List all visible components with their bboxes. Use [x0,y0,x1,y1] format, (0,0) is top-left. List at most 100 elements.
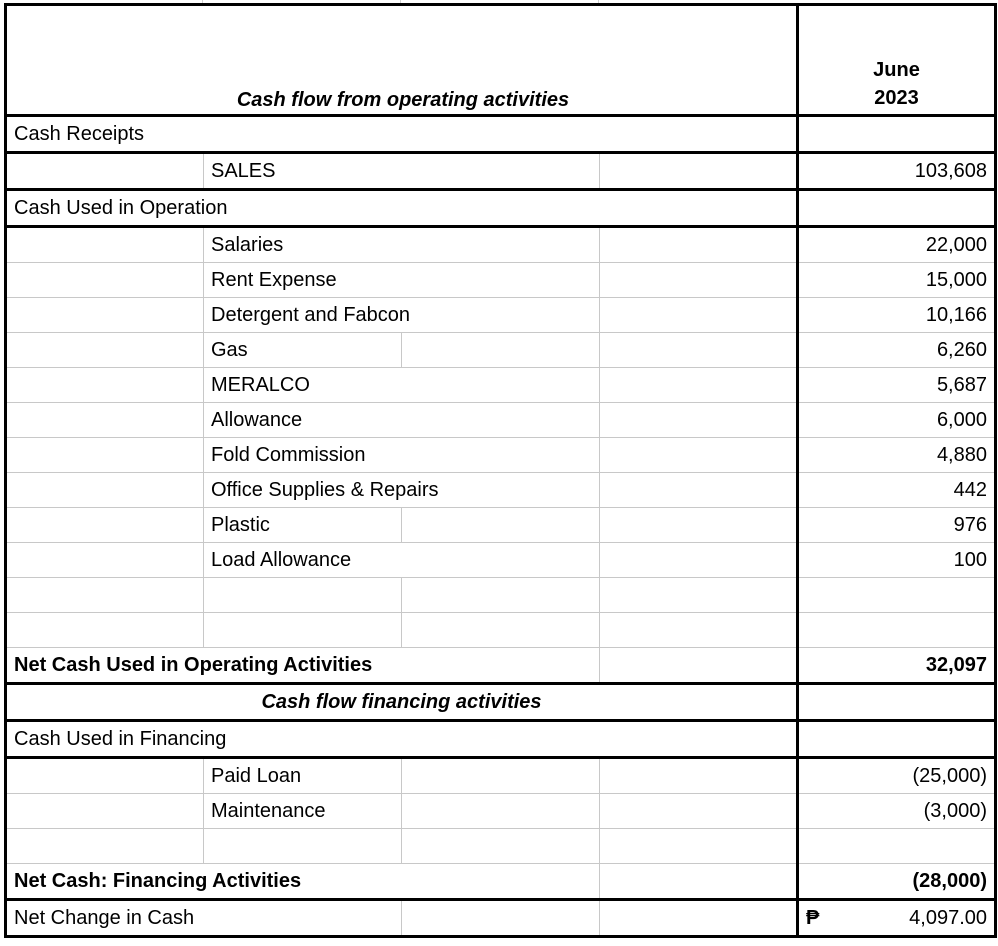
item-row: MERALCO 5,687 [4,367,997,403]
item-row: Detergent and Fabcon 10,166 [4,297,997,333]
empty-cell[interactable] [401,828,600,864]
empty-cell[interactable] [599,262,798,298]
empty-cell[interactable] [4,367,204,403]
empty-cell[interactable] [4,262,204,298]
empty-cell[interactable] [599,152,798,191]
item-row: Plastic 976 [4,507,997,543]
empty-cell[interactable] [401,612,600,648]
amount-cell[interactable] [796,189,997,228]
amount-cell[interactable] [796,115,997,154]
empty-cell[interactable] [599,367,798,403]
empty-cell[interactable] [599,577,798,613]
amount-cell[interactable]: 976 [796,507,997,543]
empty-cell[interactable] [4,402,204,438]
empty-cell[interactable] [599,437,798,473]
item-label[interactable]: Plastic [203,507,402,543]
empty-cell[interactable] [4,472,204,508]
total-label[interactable]: Net Change in Cash [4,899,402,938]
item-label[interactable]: Office Supplies & Repairs [203,472,600,508]
amount-cell[interactable]: 100 [796,542,997,578]
amount-cell[interactable]: 442 [796,472,997,508]
empty-cell[interactable] [401,793,600,829]
item-label[interactable]: Load Allowance [203,542,600,578]
empty-cell[interactable] [4,152,204,191]
amount-cell[interactable]: (28,000) [796,863,997,901]
amount-value: 976 [953,513,987,536]
amount-value: (3,000) [923,799,987,822]
empty-cell[interactable] [4,577,204,613]
empty-cell[interactable] [4,507,204,543]
empty-cell[interactable] [4,297,204,333]
empty-cell[interactable] [4,757,204,794]
amount-cell[interactable]: 5,687 [796,367,997,403]
empty-cell[interactable] [401,757,600,794]
empty-cell[interactable] [599,297,798,333]
amount-cell[interactable] [796,577,997,613]
empty-cell[interactable] [599,472,798,508]
amount-value: 6,000 [936,408,987,431]
amount-cell[interactable] [796,720,997,759]
section-title[interactable]: Cash flow financing activities [4,683,798,722]
empty-cell[interactable] [599,863,798,901]
header-row: Cash flow from operating activities June… [4,3,997,117]
row-label[interactable]: Cash Used in Financing [4,720,798,759]
item-label[interactable]: Paid Loan [203,757,402,794]
item-label[interactable]: Rent Expense [203,262,600,298]
empty-cell[interactable] [4,612,204,648]
empty-cell[interactable] [4,226,204,263]
empty-cell[interactable] [401,577,600,613]
row-label[interactable]: Cash Used in Operation [4,189,798,228]
item-row: Gas 6,260 [4,332,997,368]
item-label[interactable] [203,828,402,864]
item-label[interactable]: Fold Commission [203,437,600,473]
amount-cell[interactable]: 4,880 [796,437,997,473]
empty-cell[interactable] [599,332,798,368]
amount-cell[interactable]: 103,608 [796,152,997,191]
row-label[interactable]: Cash Receipts [4,115,798,154]
period-header[interactable]: June 2023 [796,3,997,117]
empty-cell[interactable] [4,542,204,578]
item-label[interactable]: Allowance [203,402,600,438]
item-label[interactable]: SALES [203,152,600,191]
amount-cell[interactable]: 6,000 [796,402,997,438]
amount-cell[interactable] [796,683,997,722]
amount-cell[interactable]: ₱ 4,097.00 [796,899,997,938]
amount-cell[interactable]: 32,097 [796,647,997,685]
empty-cell[interactable] [599,899,798,938]
empty-cell[interactable] [599,612,798,648]
empty-cell[interactable] [599,647,798,685]
empty-cell[interactable] [599,542,798,578]
amount-cell[interactable]: 6,260 [796,332,997,368]
total-label[interactable]: Net Cash Used in Operating Activities [4,647,600,685]
amount-cell[interactable]: 10,166 [796,297,997,333]
item-label[interactable]: Detergent and Fabcon [203,297,600,333]
empty-cell[interactable] [599,757,798,794]
amount-cell[interactable]: (3,000) [796,793,997,829]
section-title[interactable]: Cash flow from operating activities [4,3,798,117]
item-label[interactable]: Maintenance [203,793,402,829]
empty-cell[interactable] [599,793,798,829]
total-label[interactable]: Net Cash: Financing Activities [4,863,600,901]
empty-cell[interactable] [599,402,798,438]
empty-cell[interactable] [599,507,798,543]
item-label[interactable] [203,612,402,648]
empty-cell[interactable] [4,828,204,864]
amount-value: 10,166 [925,303,987,326]
amount-cell[interactable]: (25,000) [796,757,997,794]
amount-cell[interactable]: 15,000 [796,262,997,298]
item-label[interactable]: Gas [203,332,402,368]
item-label[interactable] [203,577,402,613]
empty-cell[interactable] [599,226,798,263]
amount-cell[interactable] [796,828,997,864]
item-label[interactable]: Salaries [203,226,600,263]
empty-cell[interactable] [4,793,204,829]
empty-cell[interactable] [401,332,600,368]
empty-cell[interactable] [4,437,204,473]
empty-cell[interactable] [4,332,204,368]
item-label[interactable]: MERALCO [203,367,600,403]
amount-cell[interactable] [796,612,997,648]
empty-cell[interactable] [401,507,600,543]
amount-cell[interactable]: 22,000 [796,226,997,263]
empty-cell[interactable] [401,899,600,938]
empty-cell[interactable] [599,828,798,864]
